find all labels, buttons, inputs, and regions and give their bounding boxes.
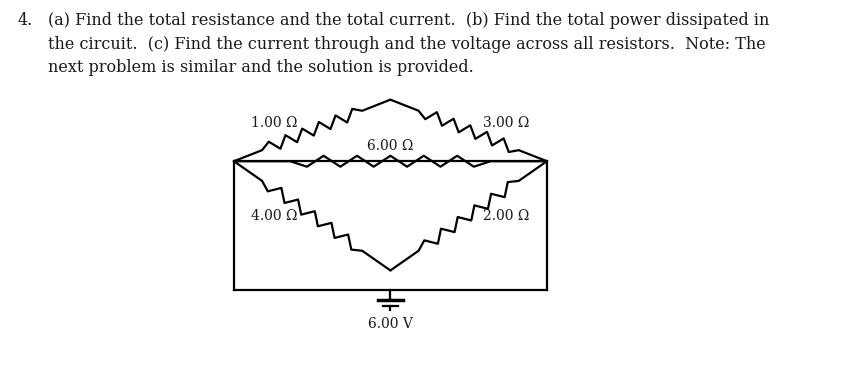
Text: (a) Find the total resistance and the total current.  (b) Find the total power d: (a) Find the total resistance and the to… (48, 12, 769, 76)
Text: 1.00 Ω: 1.00 Ω (252, 115, 298, 130)
Text: 4.: 4. (17, 12, 33, 29)
Text: 2.00 Ω: 2.00 Ω (483, 209, 529, 223)
Text: 3.00 Ω: 3.00 Ω (483, 115, 529, 130)
Text: 6.00 V: 6.00 V (368, 317, 413, 331)
Text: 4.00 Ω: 4.00 Ω (252, 209, 298, 223)
Text: 6.00 Ω: 6.00 Ω (367, 139, 413, 153)
